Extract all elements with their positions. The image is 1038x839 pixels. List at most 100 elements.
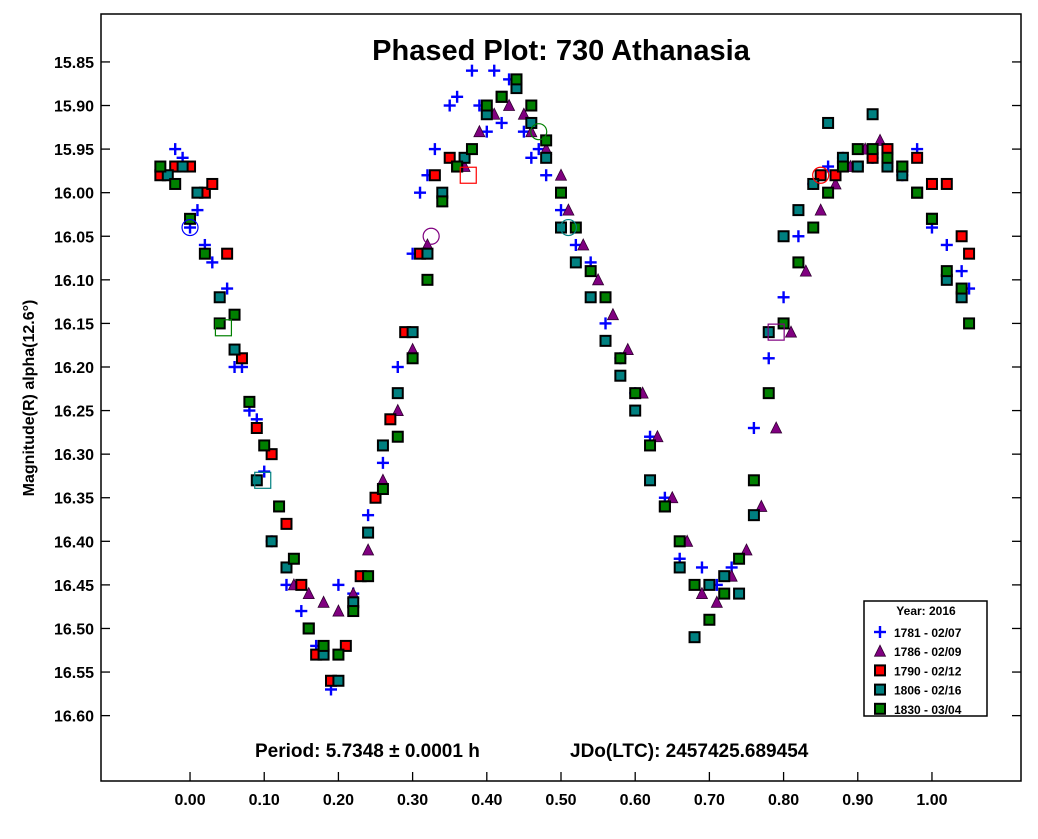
data-point-series-2 <box>770 421 783 434</box>
highlight-circle <box>530 123 548 141</box>
x-tick-label: 0.30 <box>397 792 428 809</box>
data-point-series-5 <box>688 578 701 591</box>
period-annotation: Period: 5.7348 ± 0.0001 h <box>255 741 480 762</box>
x-tick-label: 1.00 <box>916 792 947 809</box>
y-tick-label: 16.00 <box>54 186 94 203</box>
y-tick-label: 15.95 <box>54 142 94 159</box>
data-point-series-2 <box>873 133 887 146</box>
data-point-series-4 <box>265 535 278 548</box>
data-point-series-3 <box>940 177 953 190</box>
data-point-series-2 <box>755 499 768 512</box>
legend-marker-4 <box>874 683 886 696</box>
data-point-series-5 <box>540 134 553 147</box>
data-point-series-1 <box>747 422 760 435</box>
data-point-series-5 <box>436 195 449 208</box>
data-point-series-5 <box>480 99 493 112</box>
data-point-series-4 <box>458 151 471 164</box>
data-point-series-5 <box>362 570 375 583</box>
highlight-circle <box>559 218 578 237</box>
data-point-series-4 <box>822 116 835 129</box>
data-point-series-5 <box>510 73 523 86</box>
data-point-series-5 <box>911 186 924 199</box>
x-tick-label: 0.80 <box>768 792 799 809</box>
data-point-series-3 <box>206 177 219 190</box>
legend-marker-1 <box>874 626 886 638</box>
data-point-series-4 <box>777 230 790 243</box>
data-point-series-5 <box>154 160 167 173</box>
data-point-series-3 <box>443 151 456 164</box>
data-point-series-1 <box>376 456 389 469</box>
data-point-series-2 <box>710 595 723 608</box>
data-points <box>154 64 976 696</box>
data-point-series-4 <box>228 343 241 356</box>
data-point-series-5 <box>792 256 805 269</box>
data-point-series-1 <box>332 578 345 591</box>
data-point-series-5 <box>287 552 300 565</box>
data-point-series-4 <box>718 570 731 583</box>
data-point-series-4 <box>362 526 375 539</box>
y-tick-label: 15.85 <box>54 55 94 72</box>
data-point-series-5 <box>703 613 716 626</box>
x-tick-label: 0.00 <box>174 792 205 809</box>
data-point-series-3 <box>911 151 924 164</box>
legend-marker-3 <box>874 664 886 677</box>
data-point-series-5 <box>332 648 345 661</box>
data-point-series-2 <box>317 595 330 608</box>
data-point-series-3 <box>963 247 976 260</box>
x-tick-label: 0.60 <box>620 792 651 809</box>
data-point-series-5 <box>525 99 538 112</box>
data-point-series-1 <box>428 143 441 156</box>
data-point-series-5 <box>807 221 820 234</box>
y-tick-label: 16.55 <box>54 665 94 682</box>
data-point-series-5 <box>658 500 671 513</box>
y-tick-label: 16.50 <box>54 621 94 638</box>
data-point-series-4 <box>376 439 389 452</box>
data-point-series-2 <box>740 543 753 556</box>
data-point-series-5 <box>213 317 226 330</box>
data-point-series-4 <box>250 474 263 487</box>
legend-marker-2 <box>873 644 887 657</box>
data-point-series-5 <box>822 186 835 199</box>
data-point-series-5 <box>243 395 256 408</box>
y-tick-label: 16.35 <box>54 491 94 508</box>
data-point-series-3 <box>829 169 842 182</box>
data-point-series-2 <box>391 403 404 416</box>
data-point-series-4 <box>540 151 553 164</box>
y-axis-label: Magnitude(R) alpha(12.6°) <box>21 300 38 497</box>
data-point-series-1 <box>777 291 790 304</box>
data-point-series-2 <box>361 543 375 556</box>
data-point-series-2 <box>606 307 620 321</box>
highlight-square <box>459 166 477 184</box>
data-point-series-2 <box>554 168 568 181</box>
data-point-series-5 <box>866 143 879 156</box>
highlighted-points <box>181 123 830 489</box>
x-tick-label: 0.10 <box>249 792 280 809</box>
data-point-series-1 <box>221 282 234 295</box>
data-point-series-3 <box>955 230 968 243</box>
legend-label-4: 1806 - 02/16 <box>894 684 962 698</box>
data-point-series-2 <box>651 429 664 443</box>
data-point-series-1 <box>451 90 464 103</box>
data-point-series-2 <box>814 203 827 216</box>
data-point-series-3 <box>339 639 352 652</box>
data-point-series-5 <box>629 387 642 400</box>
data-point-series-5 <box>963 317 976 330</box>
data-point-series-5 <box>896 160 909 173</box>
data-point-series-4 <box>747 509 760 522</box>
data-point-series-2 <box>562 203 575 216</box>
highlight-square <box>214 319 233 337</box>
y-tick-label: 15.90 <box>54 99 94 116</box>
data-point-series-1 <box>488 64 501 77</box>
data-point-series-4 <box>851 160 864 173</box>
data-point-series-4 <box>332 674 345 687</box>
data-point-series-4 <box>191 186 204 199</box>
data-point-series-5 <box>317 639 330 652</box>
data-point-series-3 <box>250 422 263 435</box>
y-tick-label: 16.15 <box>54 316 94 333</box>
data-point-series-5 <box>584 265 597 278</box>
data-point-series-1 <box>206 256 219 269</box>
data-point-series-1 <box>940 238 953 251</box>
legend-box <box>863 600 988 717</box>
data-point-series-2 <box>591 272 605 286</box>
